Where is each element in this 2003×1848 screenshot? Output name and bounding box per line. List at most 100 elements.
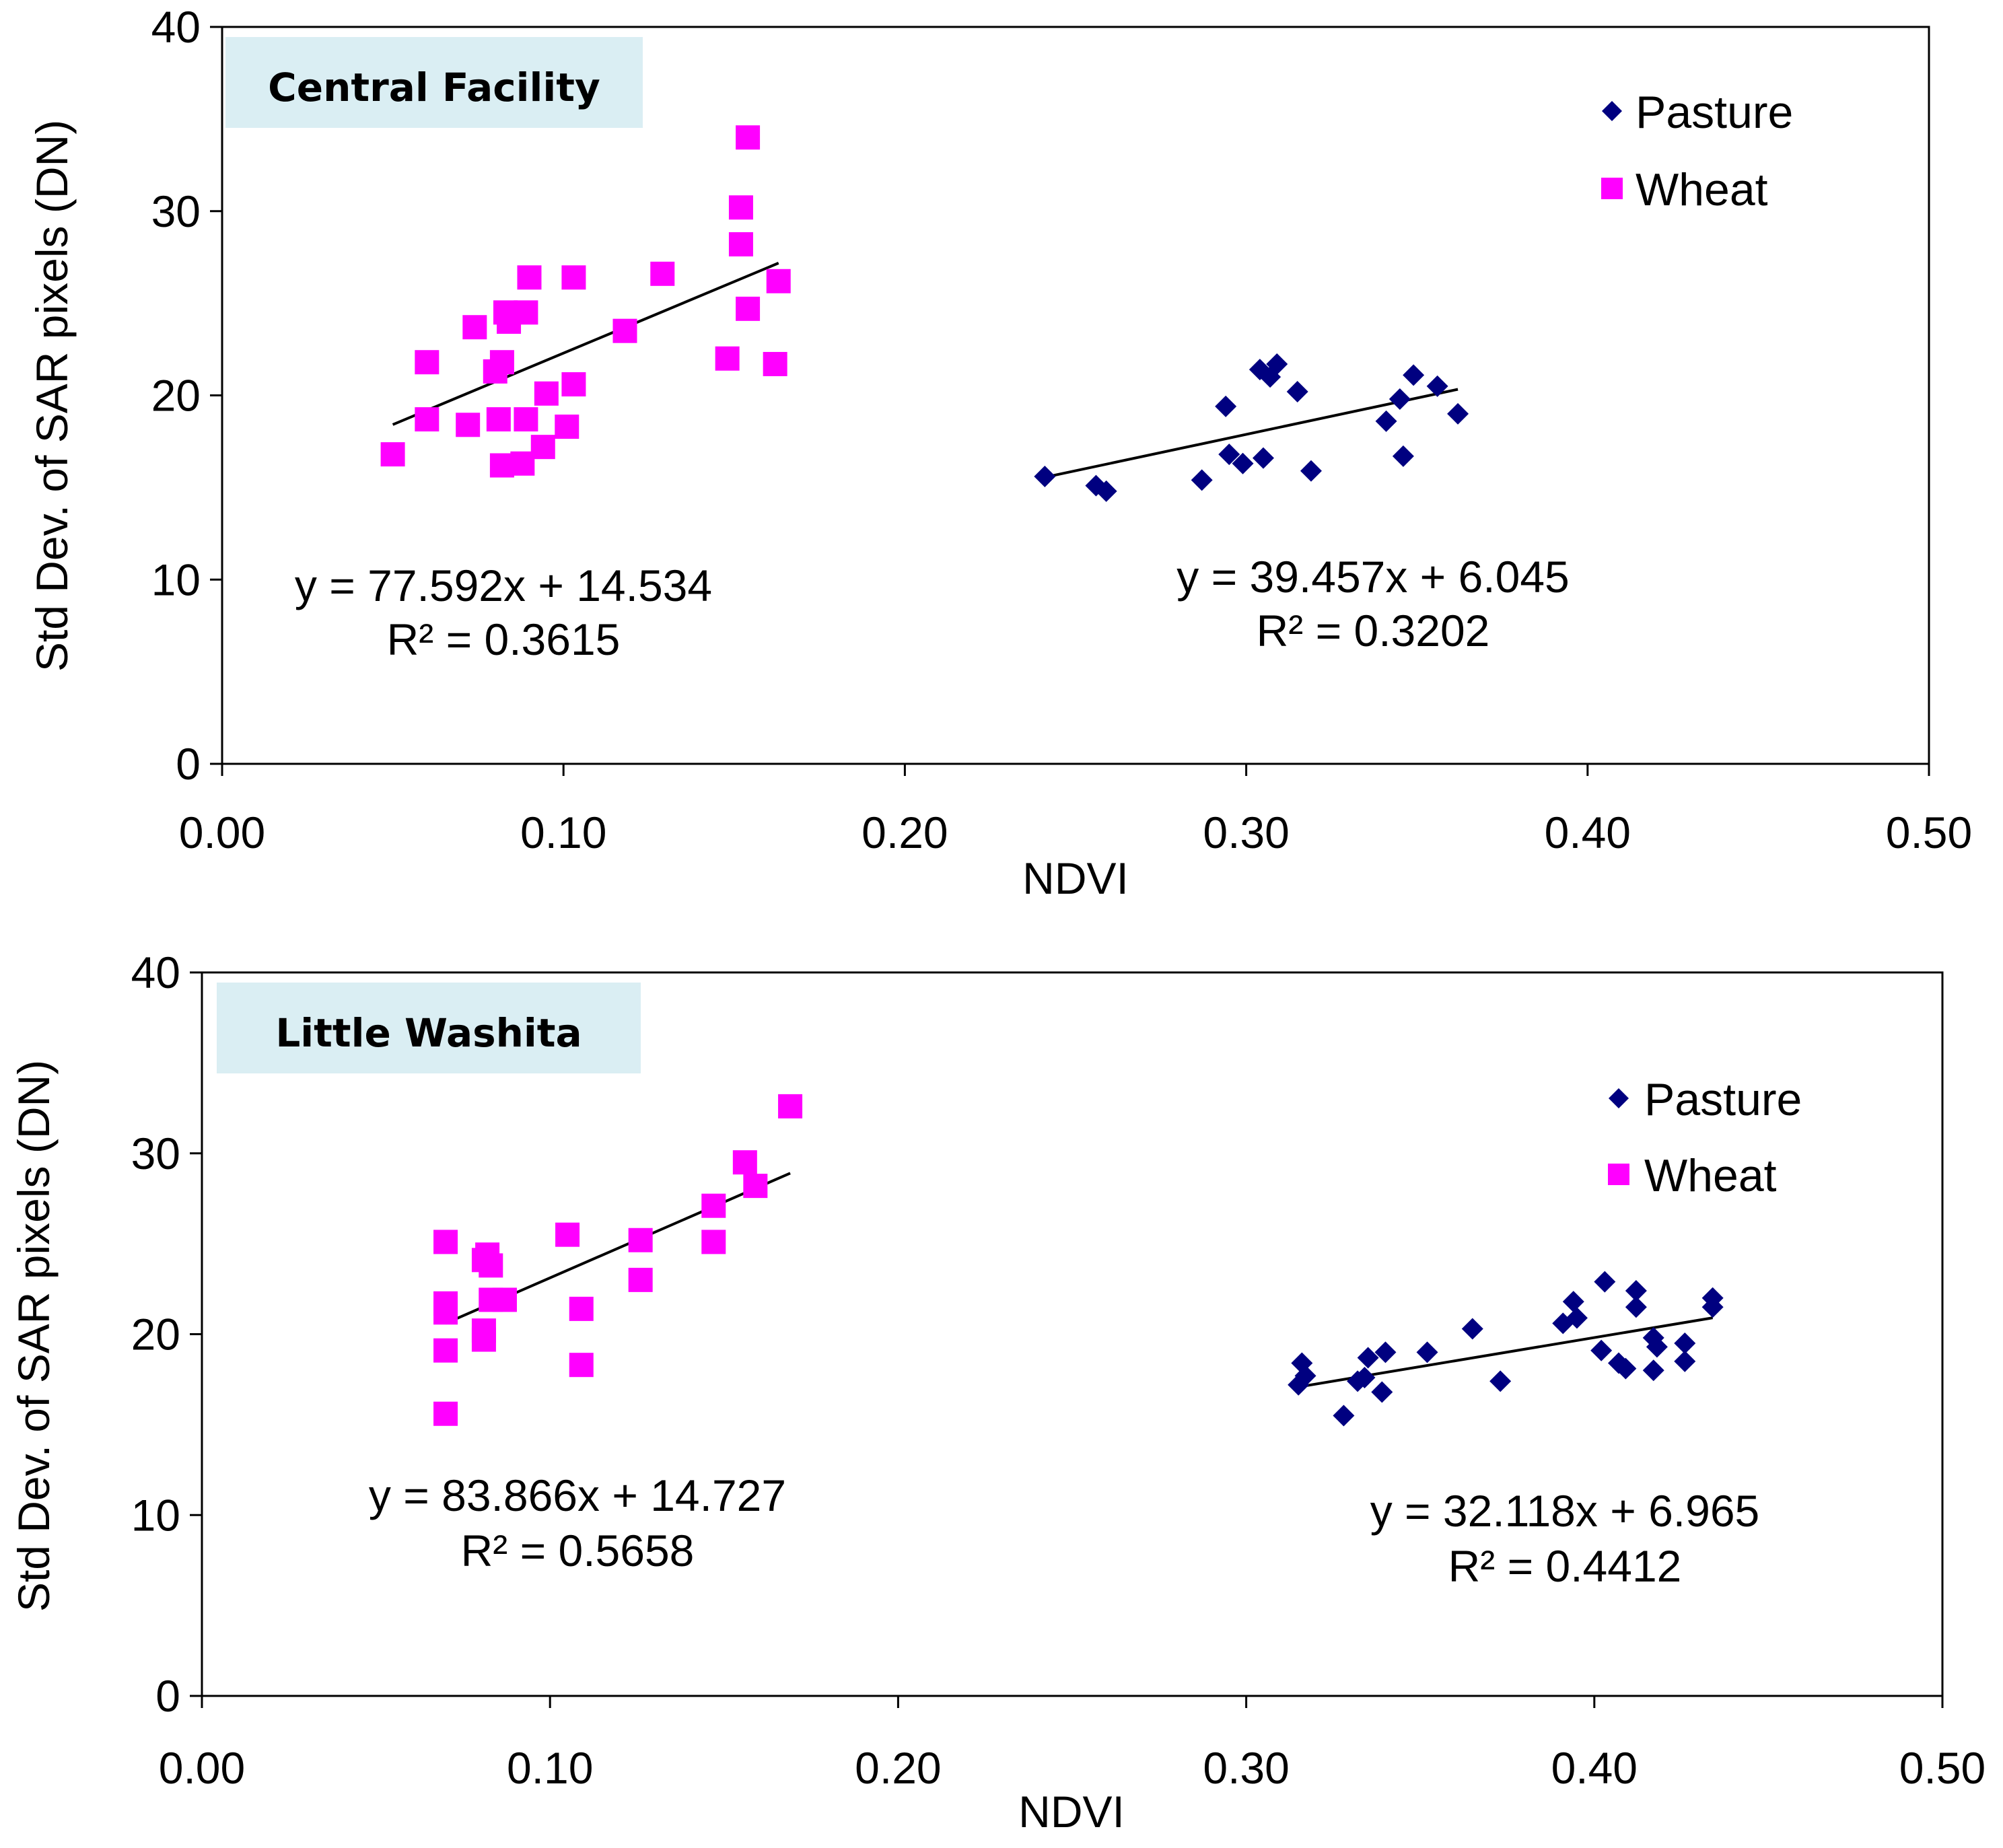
data-point-wheat — [555, 415, 579, 439]
data-point-pasture — [1095, 480, 1117, 502]
y-axis-title: Std Dev. of SAR pixels (DN) — [9, 1060, 59, 1612]
data-point-wheat — [766, 269, 791, 293]
y-tick-label: 40 — [131, 948, 180, 997]
data-point-wheat — [569, 1296, 594, 1321]
data-point-wheat — [763, 351, 787, 376]
data-point-wheat — [486, 407, 511, 432]
trendline-pasture — [1044, 388, 1459, 479]
data-point-wheat — [534, 381, 559, 406]
data-point-wheat — [415, 407, 440, 432]
data-point-wheat — [743, 1174, 768, 1199]
data-point-wheat — [471, 1327, 496, 1352]
data-point-pasture — [1562, 1291, 1584, 1313]
trendline-equation: y = 39.457x + 6.045 — [1176, 552, 1569, 602]
data-point-pasture — [1594, 1271, 1616, 1293]
data-point-wheat — [489, 350, 514, 375]
data-point-pasture — [1294, 1365, 1316, 1387]
data-point-wheat — [433, 1300, 458, 1325]
data-point-pasture — [1389, 388, 1411, 410]
legend-marker-pasture — [1602, 101, 1622, 121]
data-point-wheat — [489, 453, 514, 478]
data-point-pasture — [1642, 1359, 1664, 1382]
data-point-wheat — [612, 318, 637, 343]
chart-panel-2: Little Washita 0 10 20 30 40 0.00 0.10 0.20 0.30 0… — [9, 948, 1986, 1837]
data-point-pasture — [1447, 402, 1469, 425]
data-point-wheat — [778, 1094, 803, 1118]
data-point-pasture — [1674, 1350, 1696, 1372]
data-point-wheat — [479, 1253, 503, 1278]
data-point-pasture — [1191, 469, 1213, 491]
x-tick-label: 0.30 — [1203, 1743, 1289, 1793]
legend-label-pasture: Pasture — [1644, 1074, 1802, 1125]
data-point-wheat — [715, 346, 740, 371]
data-point-pasture — [1375, 410, 1397, 432]
data-point-pasture — [1646, 1336, 1668, 1358]
data-point-wheat — [433, 1401, 458, 1426]
legend-marker-pasture — [1609, 1088, 1629, 1108]
series-wheat — [380, 125, 791, 478]
trendline-equation: y = 77.592x + 14.534 — [295, 561, 712, 610]
trendline-r2: R² = 0.3202 — [1257, 606, 1490, 655]
x-tick-label: 0.10 — [507, 1743, 593, 1793]
data-point-wheat — [555, 1222, 580, 1247]
data-point-wheat — [514, 407, 538, 432]
y-tick-label: 30 — [151, 186, 201, 236]
x-tick-label: 0.40 — [1545, 808, 1631, 857]
data-point-wheat — [492, 1287, 517, 1312]
data-point-wheat — [701, 1193, 726, 1218]
data-point-wheat — [701, 1230, 726, 1254]
data-point-pasture — [1218, 443, 1240, 466]
y-tick-label: 20 — [151, 371, 201, 421]
data-point-wheat — [728, 232, 753, 257]
data-point-pasture — [1590, 1339, 1613, 1361]
data-point-pasture — [1333, 1405, 1355, 1427]
data-point-wheat — [561, 265, 586, 290]
panel-title-box — [217, 983, 641, 1073]
trendline-r2: R² = 0.5658 — [461, 1526, 695, 1575]
data-point-wheat — [433, 1338, 458, 1363]
data-point-pasture — [1371, 1381, 1393, 1403]
data-point-pasture — [1625, 1296, 1647, 1318]
legend-marker-wheat — [1608, 1164, 1629, 1185]
data-point-wheat — [628, 1228, 653, 1252]
data-point-pasture — [1461, 1318, 1483, 1340]
y-tick-label: 0 — [176, 739, 201, 789]
data-point-wheat — [736, 296, 761, 321]
x-axis-title: NDVI — [1018, 1787, 1125, 1837]
data-point-wheat — [517, 265, 542, 290]
y-tick-label: 10 — [151, 555, 201, 604]
trendline-equation: y = 83.866x + 14.727 — [369, 1470, 786, 1520]
legend-label-pasture: Pasture — [1636, 87, 1793, 138]
data-point-wheat — [530, 435, 555, 460]
legend-marker-wheat — [1601, 178, 1623, 199]
data-point-pasture — [1300, 460, 1322, 482]
chart-panel-1: Central Facility 0 10 20 30 40 0.00 0.10 0.20 0.3… — [27, 2, 1972, 903]
series-pasture — [1034, 353, 1469, 502]
trendline-equation: y = 32.118x + 6.965 — [1370, 1486, 1760, 1536]
data-point-pasture — [1615, 1357, 1637, 1380]
data-point-pasture — [1374, 1341, 1397, 1363]
y-tick-label: 30 — [131, 1129, 180, 1178]
x-tick-label: 0.50 — [1886, 808, 1972, 857]
data-point-wheat — [650, 261, 675, 286]
data-point-pasture — [1357, 1347, 1379, 1369]
data-point-pasture — [1625, 1280, 1647, 1302]
panel-title: Little Washita — [275, 1010, 582, 1056]
x-tick-label: 0.30 — [1203, 808, 1289, 857]
x-tick-label: 0.20 — [862, 808, 948, 857]
data-point-wheat — [569, 1353, 594, 1378]
data-point-pasture — [1252, 447, 1274, 469]
x-tick-label: 0.40 — [1551, 1743, 1638, 1793]
data-point-wheat — [433, 1230, 458, 1254]
data-point-pasture — [1215, 395, 1237, 417]
data-point-pasture — [1266, 353, 1288, 375]
data-point-pasture — [1286, 381, 1308, 403]
x-tick-label: 0.00 — [159, 1743, 245, 1793]
data-point-wheat — [628, 1267, 653, 1292]
x-tick-label: 0.10 — [520, 808, 606, 857]
data-point-wheat — [728, 195, 753, 220]
data-point-pasture — [1416, 1341, 1438, 1363]
data-point-pasture — [1566, 1307, 1588, 1329]
x-tick-label: 0.50 — [1899, 1743, 1986, 1793]
data-point-pasture — [1426, 375, 1448, 397]
